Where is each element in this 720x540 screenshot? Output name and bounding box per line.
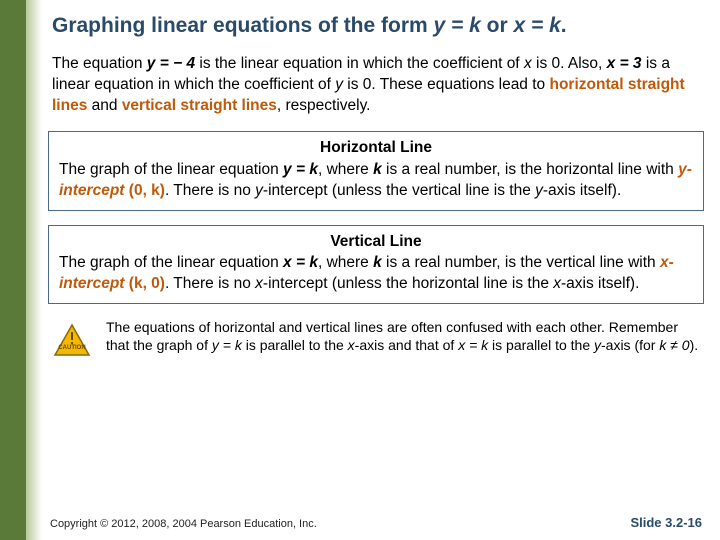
caution-seg: is parallel to the: [488, 337, 594, 353]
caution-seg: -axis (for: [601, 337, 659, 353]
box-horizontal-line: Horizontal Line The graph of the linear …: [48, 131, 704, 211]
box2-text: . There is no: [165, 275, 255, 292]
title-suffix: .: [561, 14, 567, 37]
box2-axis: x: [255, 275, 263, 292]
sidebar-gradient: [26, 0, 42, 540]
box1-text: -axis itself).: [543, 182, 621, 199]
box1-text: -intercept (unless the vertical line is …: [263, 182, 535, 199]
intro-text: and: [87, 97, 121, 114]
box-vertical-line: Vertical Line The graph of the linear eq…: [48, 225, 704, 305]
box1-intercept-val: (0, k): [129, 182, 165, 199]
caution-kneq: k ≠ 0: [659, 337, 689, 353]
box1-axis: y: [255, 182, 263, 199]
box1-title: Horizontal Line: [59, 138, 693, 159]
intro-var-y: y: [335, 76, 343, 93]
caution-seg: -axis and that of: [355, 337, 459, 353]
intro-paragraph: The equation y = − 4 is the linear equat…: [52, 54, 700, 117]
caution-label: CAUTION: [58, 345, 85, 351]
caution-ax1: x: [348, 337, 355, 353]
caution-seg: is parallel to the: [242, 337, 348, 353]
box2-text: , where: [318, 254, 373, 271]
box1-text: is a real number, is the horizontal line…: [382, 161, 678, 178]
box2-title: Vertical Line: [59, 232, 693, 253]
box2-text: is a real number, is the vertical line w…: [382, 254, 660, 271]
title-eq1: y = k: [434, 14, 481, 37]
box1-k: k: [373, 161, 382, 178]
intro-text: is 0. These equations lead to: [343, 76, 550, 93]
intro-text: The equation: [52, 55, 147, 72]
caution-ax2: y: [594, 337, 601, 353]
box1-eq: y = k: [283, 161, 318, 178]
box2-axis2: x: [553, 275, 561, 292]
caution-eq1: y = k: [212, 337, 242, 353]
intro-text: is the linear equation in which the coef…: [195, 55, 524, 72]
caution-seg: ).: [690, 337, 699, 353]
box2-text: -intercept (unless the horizontal line i…: [263, 275, 553, 292]
title-eq2: x = k: [514, 14, 561, 37]
title-mid: or: [481, 14, 514, 37]
title-prefix: Graphing linear equations of the form: [52, 14, 434, 37]
footer-copyright: Copyright © 2012, 2008, 2004 Pearson Edu…: [50, 518, 317, 530]
caution-text: The equations of horizontal and vertical…: [106, 318, 700, 354]
intro-term-vertical: vertical straight lines: [122, 97, 277, 114]
footer-slide-number: Slide 3.2-16: [630, 515, 702, 530]
intro-text: , respectively.: [277, 97, 371, 114]
box1-text: . There is no: [165, 182, 255, 199]
intro-var-x: x: [524, 55, 532, 72]
box2-k: k: [373, 254, 382, 271]
intro-eq2: x = 3: [607, 55, 642, 72]
box2-text: -axis itself).: [561, 275, 639, 292]
box1-axis2: y: [535, 182, 543, 199]
caution-icon: CAUTION: [52, 322, 92, 367]
intro-text: is 0. Also,: [532, 55, 607, 72]
box2-intercept-val: (k, 0): [129, 275, 165, 292]
sidebar-green: [0, 0, 26, 540]
page-title: Graphing linear equations of the form y …: [52, 14, 700, 38]
slide-content: Graphing linear equations of the form y …: [42, 0, 720, 540]
caution-row: CAUTION The equations of horizontal and …: [52, 318, 700, 367]
box2-text: The graph of the linear equation: [59, 254, 283, 271]
intro-eq1: y = − 4: [147, 55, 195, 72]
box1-text: , where: [318, 161, 373, 178]
box2-eq: x = k: [283, 254, 318, 271]
box1-text: The graph of the linear equation: [59, 161, 283, 178]
caution-eq2: x = k: [458, 337, 488, 353]
